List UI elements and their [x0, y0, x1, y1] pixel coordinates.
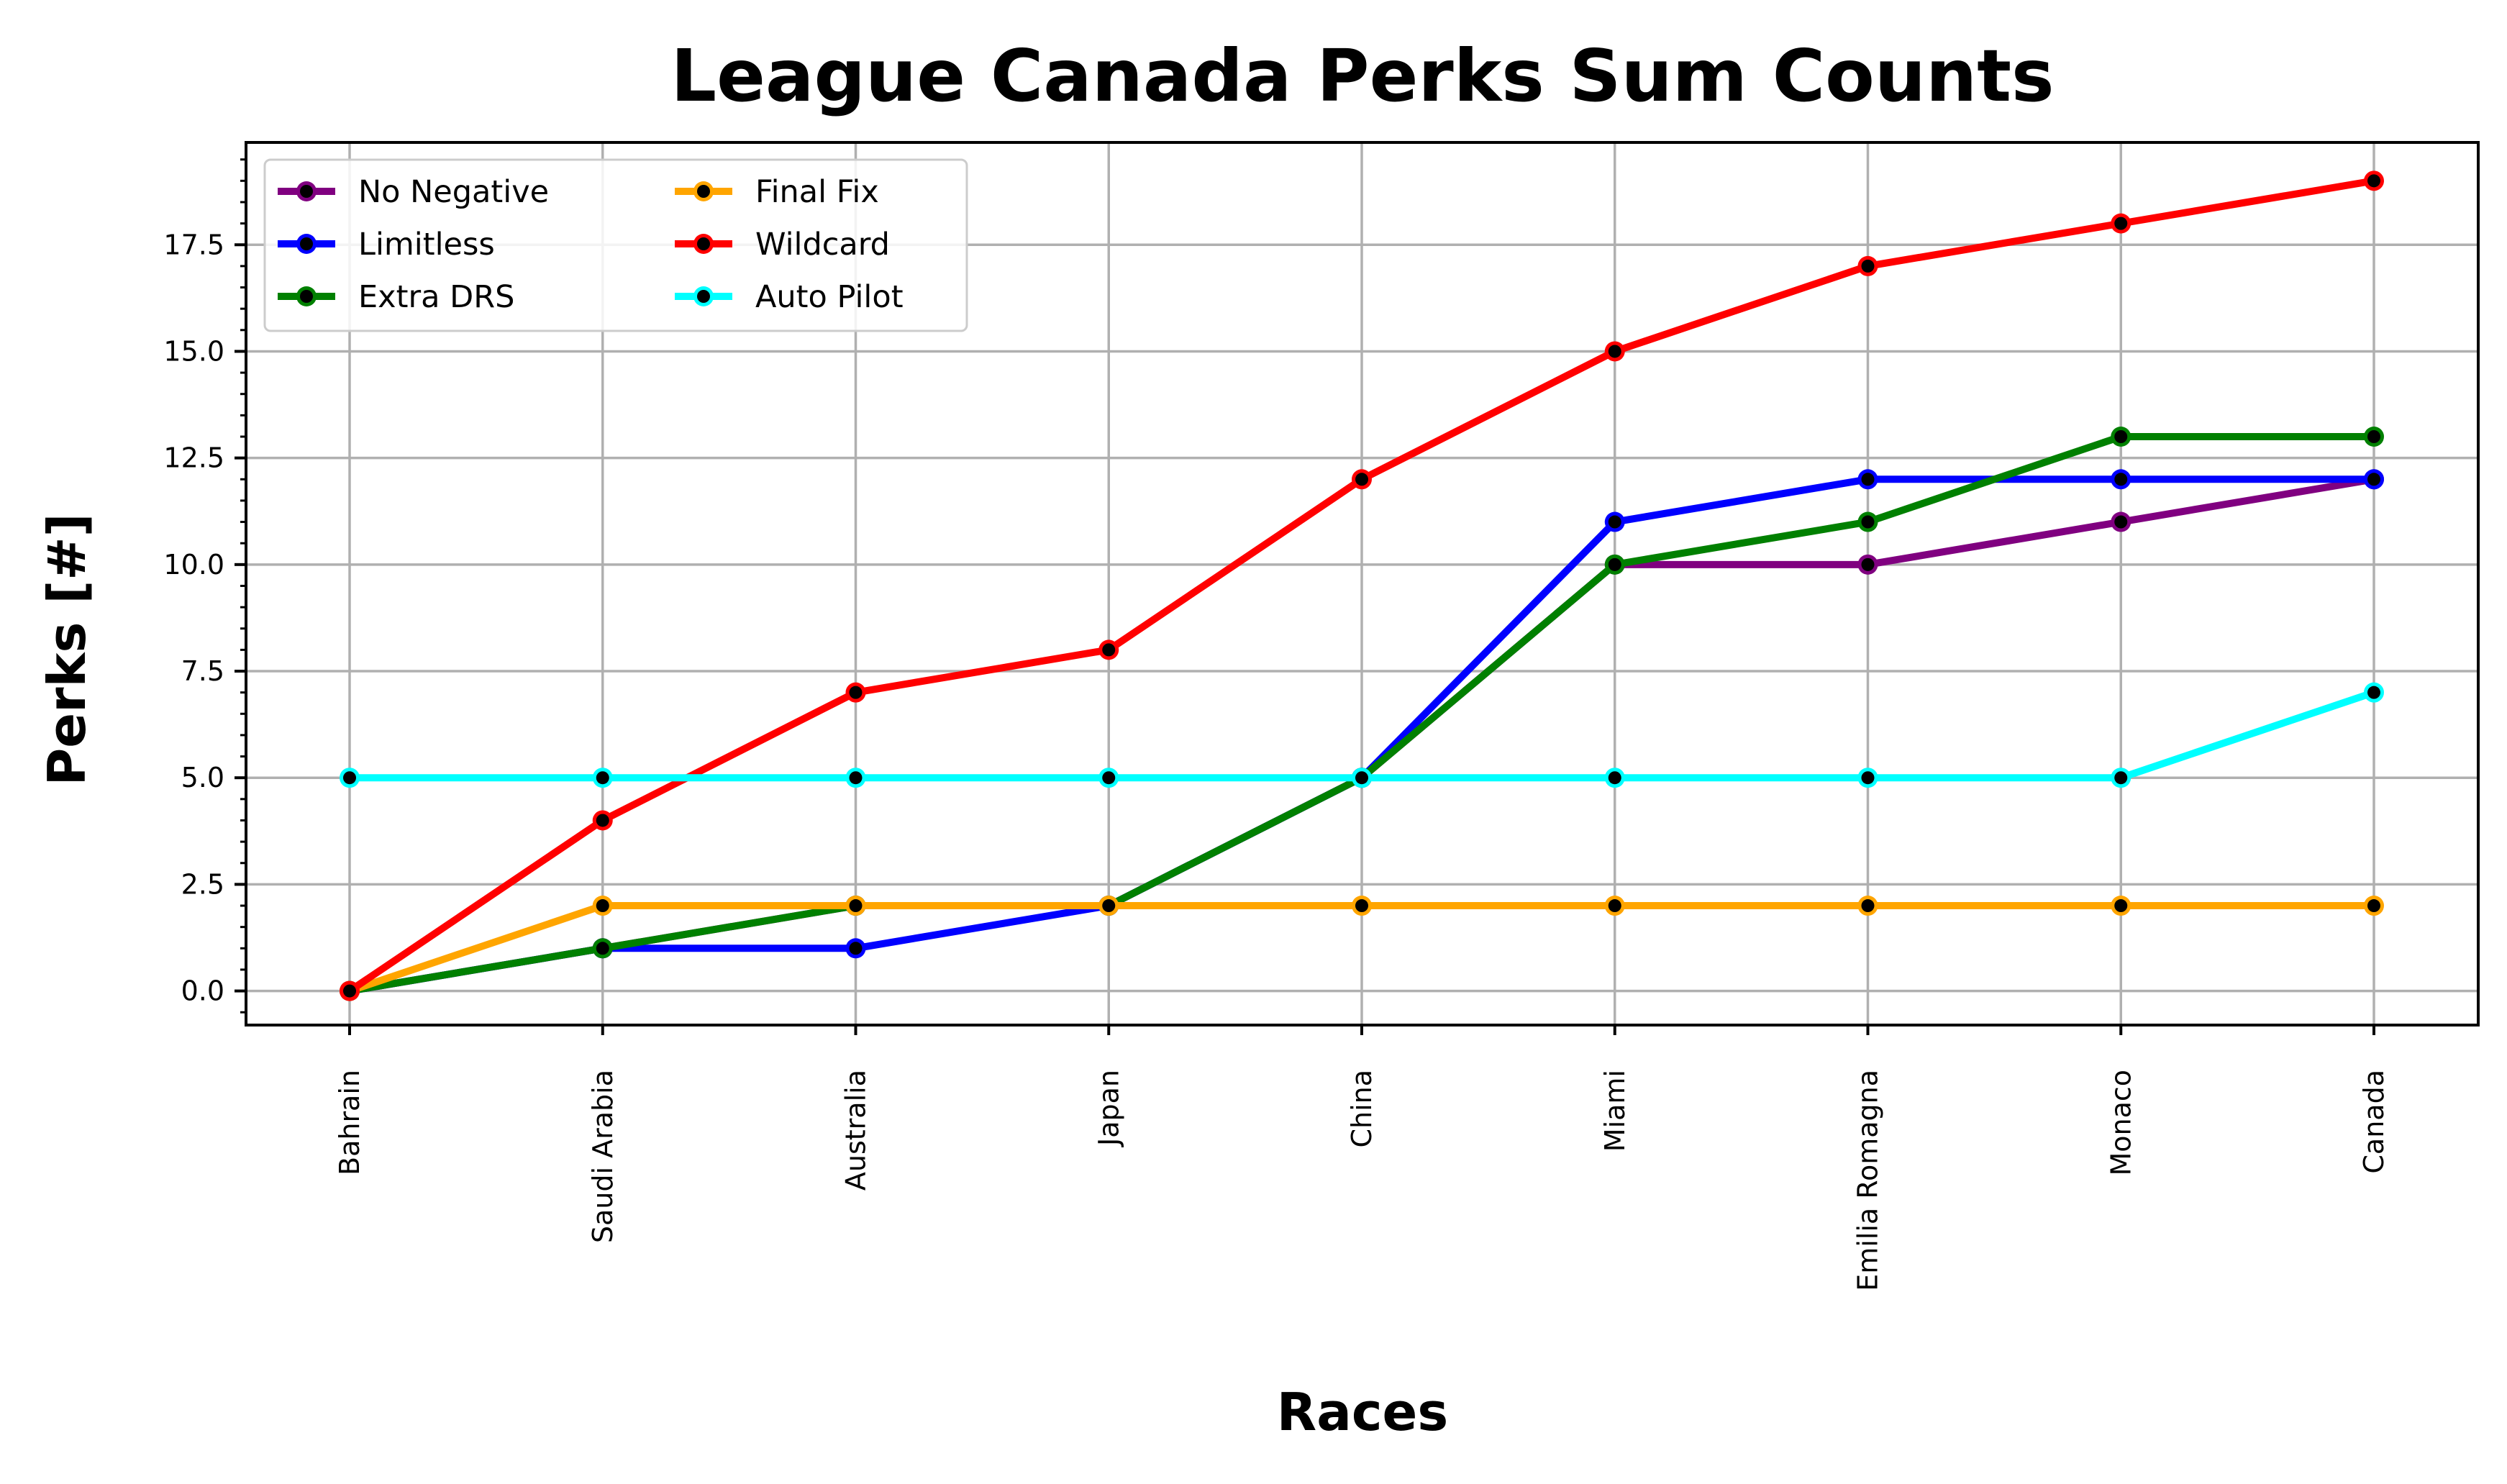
y-tick-label: 17.5	[163, 229, 224, 260]
y-tick-label: 5.0	[181, 762, 224, 793]
data-point-center	[849, 686, 863, 699]
series-final-fix	[340, 896, 2384, 1001]
legend-swatch-center	[697, 185, 710, 198]
data-point-center	[849, 899, 863, 913]
data-point-center	[2367, 174, 2380, 188]
y-tick-label: 12.5	[163, 442, 224, 474]
legend-swatch-center	[300, 185, 313, 198]
data-point-center	[2367, 473, 2380, 486]
data-point-center	[1608, 771, 1621, 785]
data-point-center	[1355, 771, 1368, 785]
x-tick-label: Bahrain	[334, 1070, 365, 1175]
chart-title: League Canada Perks Sum Counts	[670, 34, 2054, 118]
y-tick-label: 2.5	[181, 868, 224, 900]
plot-frame	[245, 141, 2480, 1026]
axes	[235, 141, 2480, 1035]
legend-label: Wildcard	[755, 227, 890, 263]
legend-entry: No Negative	[278, 174, 549, 210]
series-auto-pilot	[340, 682, 2384, 788]
data-point-center	[1861, 557, 1875, 571]
data-point-center	[1102, 643, 1116, 657]
y-tick-label: 0.0	[181, 975, 224, 1007]
data-point-center	[596, 814, 609, 827]
data-point-center	[2114, 217, 2128, 230]
data-point-center	[596, 771, 609, 785]
data-point-center	[2367, 686, 2380, 699]
data-point-center	[1608, 899, 1621, 913]
data-point-center	[343, 984, 356, 998]
x-tick-label: Emilia Romagna	[1852, 1070, 1884, 1291]
legend-entry: Wildcard	[675, 227, 890, 263]
series-lines	[340, 170, 2384, 1001]
data-point-center	[1861, 473, 1875, 486]
data-point-center	[343, 771, 356, 785]
legend-entry: Final Fix	[675, 174, 879, 210]
legend-box	[263, 158, 968, 332]
x-tick-label: Monaco	[2105, 1070, 2137, 1176]
data-point-center	[1861, 515, 1875, 529]
data-point-center	[849, 771, 863, 785]
data-point-center	[1102, 771, 1116, 785]
data-point-center	[1861, 259, 1875, 273]
legend-swatch-center	[697, 237, 710, 250]
data-point-center	[1861, 771, 1875, 785]
legend-label: No Negative	[358, 174, 549, 210]
x-axis-label: Races	[1277, 1382, 1448, 1442]
legend-swatch-center	[300, 290, 313, 303]
legend-swatch-center	[697, 290, 710, 303]
y-tick-label: 7.5	[181, 655, 224, 687]
legend-label: Limitless	[358, 227, 495, 263]
data-point-center	[2114, 899, 2128, 913]
data-point-center	[596, 942, 609, 955]
x-tick-label: China	[1346, 1070, 1378, 1148]
data-point-center	[2114, 515, 2128, 529]
x-tick-label: Saudi Arabia	[587, 1070, 619, 1243]
data-point-center	[2367, 430, 2380, 443]
data-point-center	[596, 899, 609, 913]
y-axis-label: Perks [#]	[37, 513, 97, 786]
y-tick-labels: 0.0 2.5 5.0 7.5 10.0 12.5 15.0 17.5	[163, 229, 224, 1006]
data-point-center	[2367, 899, 2380, 913]
legend-entry: Auto Pilot	[675, 279, 904, 315]
data-point-center	[849, 942, 863, 955]
data-point-center	[1355, 899, 1368, 913]
legend-label: Auto Pilot	[755, 279, 904, 315]
y-tick-label: 15.0	[163, 335, 224, 367]
x-tick-label: Japan	[1093, 1070, 1124, 1147]
legend-label: Extra DRS	[358, 279, 514, 315]
data-point-center	[1608, 345, 1621, 358]
data-point-center	[2114, 430, 2128, 443]
data-point-center	[1861, 899, 1875, 913]
data-point-center	[1608, 515, 1621, 529]
legend-swatch-center	[300, 237, 313, 250]
data-point-center	[1608, 557, 1621, 571]
x-tick-label: Australia	[840, 1070, 872, 1191]
data-point-center	[2114, 771, 2128, 785]
data-point-center	[2114, 473, 2128, 486]
x-tick-label: Canada	[2358, 1070, 2390, 1174]
x-tick-labels: Bahrain Saudi Arabia Australia Japan China Mi…	[334, 1070, 2390, 1291]
x-tick-label: Miami	[1599, 1070, 1631, 1152]
legend-entry: Extra DRS	[278, 279, 514, 315]
legend: No Negative Limitless Extra DRS Final Fix Wi…	[263, 158, 968, 332]
y-tick-label: 10.0	[163, 549, 224, 581]
data-point-center	[1355, 473, 1368, 486]
legend-entry: Limitless	[278, 227, 495, 263]
legend-label: Final Fix	[755, 174, 879, 210]
data-point-center	[1102, 899, 1116, 913]
